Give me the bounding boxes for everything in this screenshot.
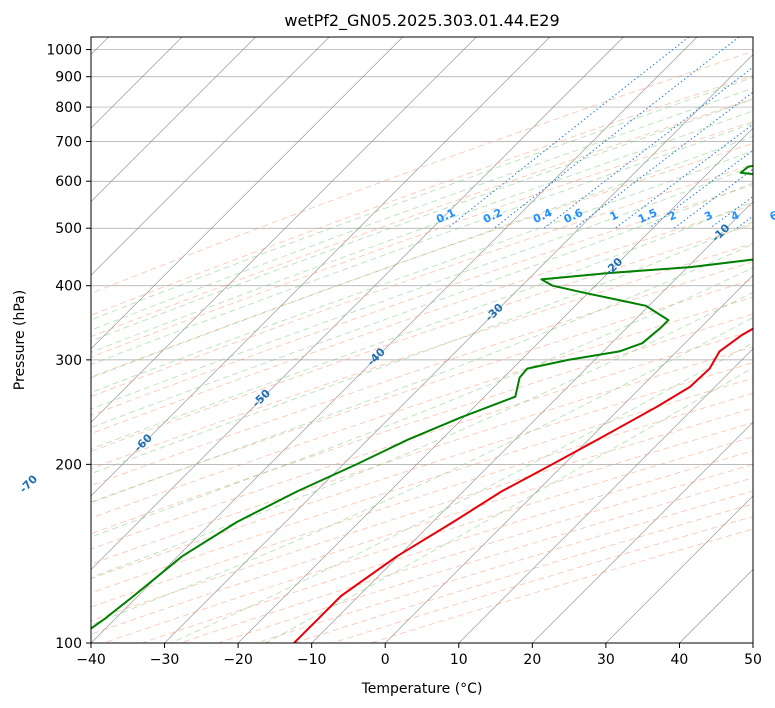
- y-tick-label: 900: [55, 70, 82, 86]
- mixing-ratio-line: [673, 168, 753, 229]
- y-tick-label: 100: [55, 636, 82, 652]
- isotherm-line: [91, 37, 404, 350]
- x-axis: −40 −30 −20 −10 0 10 20 30 40 50: [76, 643, 762, 668]
- y-axis-label: Pressure (hPa): [12, 290, 28, 390]
- isotherm-line: [237, 127, 753, 643]
- isotherm-line: [91, 37, 698, 643]
- dry-adiabat-line: [217, 477, 753, 643]
- dry-adiabat-line: [91, 142, 753, 378]
- dry-adiabat-line: [91, 362, 753, 580]
- dry-adiabat-line: [256, 490, 753, 643]
- moist-adiabat-line: [91, 76, 753, 321]
- y-tick-label: 500: [55, 221, 82, 237]
- dry-adiabat-line: [91, 164, 753, 397]
- isotherm-line: [752, 642, 753, 643]
- mixing-ratio-line: [447, 37, 690, 229]
- y-tick-label: 300: [55, 353, 82, 369]
- dry-adiabat-line: [370, 528, 753, 643]
- x-tick-label: 20: [523, 652, 541, 668]
- temperature-line: [293, 327, 753, 643]
- isotherm-line: [91, 37, 256, 203]
- y-tick-label: 200: [55, 457, 82, 473]
- isotherm-label: -70: [17, 472, 40, 495]
- x-tick-label: −10: [297, 652, 327, 668]
- moist-adiabat-line: [91, 317, 753, 626]
- mixing-ratio-label: 6: [768, 208, 775, 223]
- dry-adiabat-line: [91, 392, 753, 608]
- x-tick-label: 40: [671, 652, 689, 668]
- isotherm-line: [311, 201, 753, 643]
- data-series: [91, 164, 753, 643]
- x-tick-label: 30: [597, 652, 615, 668]
- mixing-ratio-line: [615, 123, 753, 229]
- x-tick-label: −40: [76, 652, 106, 668]
- x-tick-label: −30: [150, 652, 180, 668]
- background-lines: [91, 37, 753, 643]
- isotherm-line: [91, 37, 551, 497]
- moist-adiabat-line: [91, 201, 753, 450]
- dry-adiabat-line: [91, 120, 753, 358]
- moist-adiabat-line: [265, 367, 753, 643]
- dry-adiabat-line: [91, 224, 753, 452]
- isotherm-line: [384, 274, 753, 643]
- x-axis-label: Temperature (°C): [361, 681, 483, 697]
- isotherm-line: [458, 348, 753, 643]
- x-tick-label: 10: [450, 652, 468, 668]
- isotherm-line: [91, 37, 477, 423]
- moist-adiabat-line: [91, 165, 753, 410]
- x-tick-label: −20: [223, 652, 253, 668]
- moist-adiabat-line: [91, 221, 753, 475]
- y-tick-label: 700: [55, 134, 82, 150]
- dry-adiabat-line: [91, 184, 753, 416]
- y-tick-label: 600: [55, 174, 82, 190]
- isotherm-line: [91, 37, 330, 276]
- dry-adiabat-line: [332, 516, 753, 643]
- dry-adiabat-line: [91, 377, 753, 594]
- mixing-ratio-line: [543, 66, 753, 229]
- moist-adiabat-line: [91, 243, 753, 504]
- isotherm-line: [164, 54, 753, 643]
- dry-adiabat-line: [91, 330, 753, 550]
- y-tick-label: 400: [55, 279, 82, 295]
- y-axis: 100 200 300 400 500 600 700 800 900 1000: [46, 43, 91, 652]
- moist-adiabat-line: [91, 267, 753, 538]
- isotherm-line: [532, 421, 753, 643]
- moist-adiabat-line: [91, 110, 753, 353]
- dry-adiabat-line: [91, 204, 753, 435]
- mixing-ratio-line: [493, 37, 740, 229]
- x-tick-label: 50: [744, 652, 762, 668]
- dry-adiabat-line: [91, 98, 753, 338]
- dry-adiabat-line: [294, 503, 753, 643]
- x-tick-label: 0: [381, 652, 390, 668]
- y-tick-label: 800: [55, 100, 82, 116]
- isotherm-line: [91, 37, 624, 570]
- dry-adiabat-line: [91, 346, 753, 565]
- dewpoint-line: [91, 164, 753, 630]
- y-tick-label: 1000: [46, 43, 82, 59]
- chart-title: wetPf2_GN05.2025.303.01.44.E29: [284, 11, 559, 31]
- moist-adiabat-line: [91, 87, 753, 331]
- moist-adiabat-line: [91, 135, 753, 379]
- plot-frame: [90, 36, 754, 644]
